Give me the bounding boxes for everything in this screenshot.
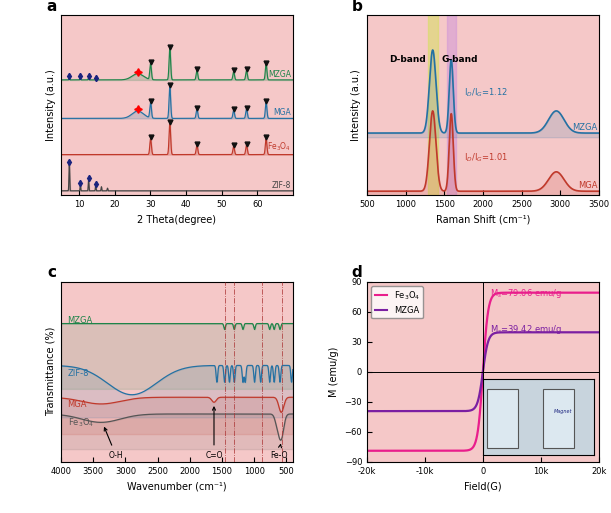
Text: Fe$_3$O$_4$: Fe$_3$O$_4$ [267, 141, 291, 153]
Text: M$_s$=79.06 emu/g: M$_s$=79.06 emu/g [490, 287, 562, 300]
Text: a: a [46, 0, 56, 13]
Bar [447, 15, 456, 195]
X-axis label: 2 Theta(degree): 2 Theta(degree) [137, 215, 216, 225]
Text: ZIF-8: ZIF-8 [68, 369, 89, 378]
Text: MGA: MGA [578, 182, 597, 190]
Text: D-band: D-band [389, 55, 426, 65]
X-axis label: Wavenumber (cm⁻¹): Wavenumber (cm⁻¹) [127, 481, 227, 491]
Text: C=O: C=O [205, 407, 223, 460]
Text: M$_s$=39.42 emu/g: M$_s$=39.42 emu/g [490, 323, 562, 336]
Text: MGA: MGA [273, 108, 291, 117]
Text: I$_D$/I$_G$=1.12: I$_D$/I$_G$=1.12 [464, 87, 508, 99]
Text: d: d [352, 265, 362, 280]
X-axis label: Field(G): Field(G) [464, 481, 502, 491]
Text: MGA: MGA [68, 400, 87, 409]
Legend: Fe$_3$O$_4$, MZGA: Fe$_3$O$_4$, MZGA [371, 286, 423, 318]
Text: MZGA: MZGA [268, 70, 291, 79]
Text: O-H: O-H [104, 428, 123, 460]
X-axis label: Raman Shift (cm⁻¹): Raman Shift (cm⁻¹) [436, 215, 530, 225]
Text: I$_D$/I$_G$=1.01: I$_D$/I$_G$=1.01 [464, 152, 508, 164]
Text: ZIF-8: ZIF-8 [272, 181, 291, 190]
Y-axis label: Intensity (a.u.): Intensity (a.u.) [351, 69, 362, 141]
Bar [428, 15, 437, 195]
Text: b: b [351, 0, 362, 13]
Text: Fe$_3$O$_4$: Fe$_3$O$_4$ [68, 416, 93, 428]
Text: c: c [48, 265, 56, 280]
Y-axis label: Intensity (a.u.): Intensity (a.u.) [46, 69, 56, 141]
Y-axis label: Transmittance (%): Transmittance (%) [46, 327, 56, 417]
Y-axis label: M (emu/g): M (emu/g) [329, 346, 339, 397]
Text: Fe-O: Fe-O [270, 444, 287, 460]
Text: MZGA: MZGA [572, 123, 597, 132]
Text: G-band: G-band [442, 55, 478, 65]
Text: MZGA: MZGA [68, 315, 93, 325]
